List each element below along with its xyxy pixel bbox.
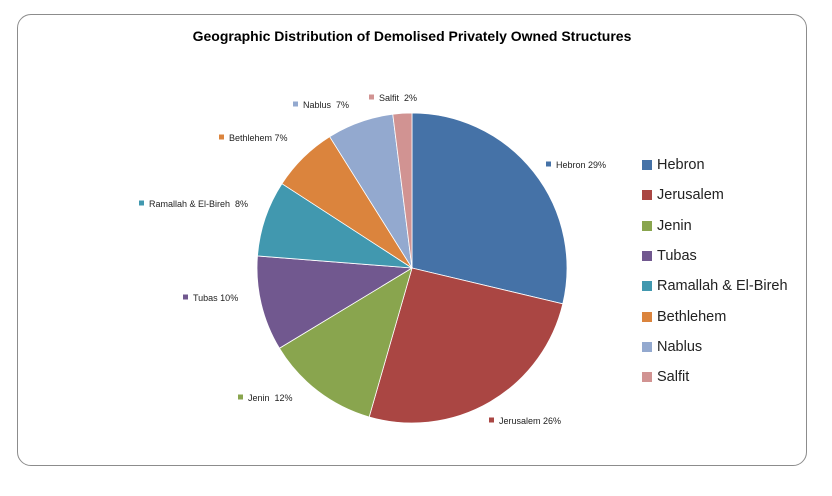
data-label: Nablus 7%	[303, 100, 349, 110]
data-label: Tubas 10%	[193, 293, 238, 303]
pie-slice-jenin	[278, 267, 413, 418]
data-label-marker	[369, 94, 374, 100]
legend-swatch	[642, 311, 652, 322]
data-label: Salfit 2%	[379, 93, 417, 103]
legend-item: Ramallah & El-Bireh	[642, 271, 788, 301]
legend-label: Nablus	[657, 338, 703, 355]
legend-item: Hebron	[642, 150, 788, 180]
data-label-marker	[183, 294, 188, 300]
legend-swatch	[642, 372, 652, 383]
legend-label: Salfit	[657, 369, 690, 386]
legend-swatch	[642, 220, 652, 231]
data-label-marker	[238, 394, 243, 400]
legend-label: Ramallah & El-Bireh	[657, 278, 788, 295]
pie-slice-salfit	[392, 112, 413, 269]
data-label: Hebron 29%	[556, 160, 606, 170]
legend-swatch	[642, 281, 652, 292]
data-label-marker	[219, 134, 224, 140]
pie-slice-jerusalem	[368, 267, 564, 424]
legend-label: Bethlehem	[657, 308, 727, 325]
legend-item: Nablus	[642, 332, 788, 362]
legend-label: Jerusalem	[657, 187, 724, 204]
legend-swatch	[642, 251, 652, 262]
chart-title: Geographic Distribution of Demolised Pri…	[192, 28, 632, 44]
data-label: Ramallah & El-Bireh 8%	[149, 199, 248, 209]
legend-swatch	[642, 190, 652, 201]
chart-legend: Hebron Jerusalem Jenin Tubas Ramallah & El-B…	[642, 150, 788, 392]
legend-label: Tubas	[657, 248, 697, 265]
legend-swatch	[642, 341, 652, 352]
data-label: Jerusalem 26%	[499, 416, 561, 426]
data-label-marker	[293, 101, 298, 107]
pie-slice-hebron	[411, 112, 568, 305]
legend-item: Tubas	[642, 241, 788, 271]
legend-item: Jerusalem	[642, 180, 788, 210]
data-label-marker	[546, 161, 551, 167]
legend-label: Jenin	[657, 217, 692, 234]
data-label: Jenin 12%	[248, 393, 293, 403]
legend-item: Bethlehem	[642, 301, 788, 331]
pie-slice-tubas	[256, 255, 414, 349]
data-label: Bethlehem 7%	[229, 133, 288, 143]
legend-label: Hebron	[657, 157, 705, 174]
data-label-marker	[489, 417, 494, 423]
legend-swatch	[642, 160, 652, 171]
data-label-marker	[139, 200, 144, 206]
legend-item: Salfit	[642, 362, 788, 392]
legend-item: Jenin	[642, 211, 788, 241]
